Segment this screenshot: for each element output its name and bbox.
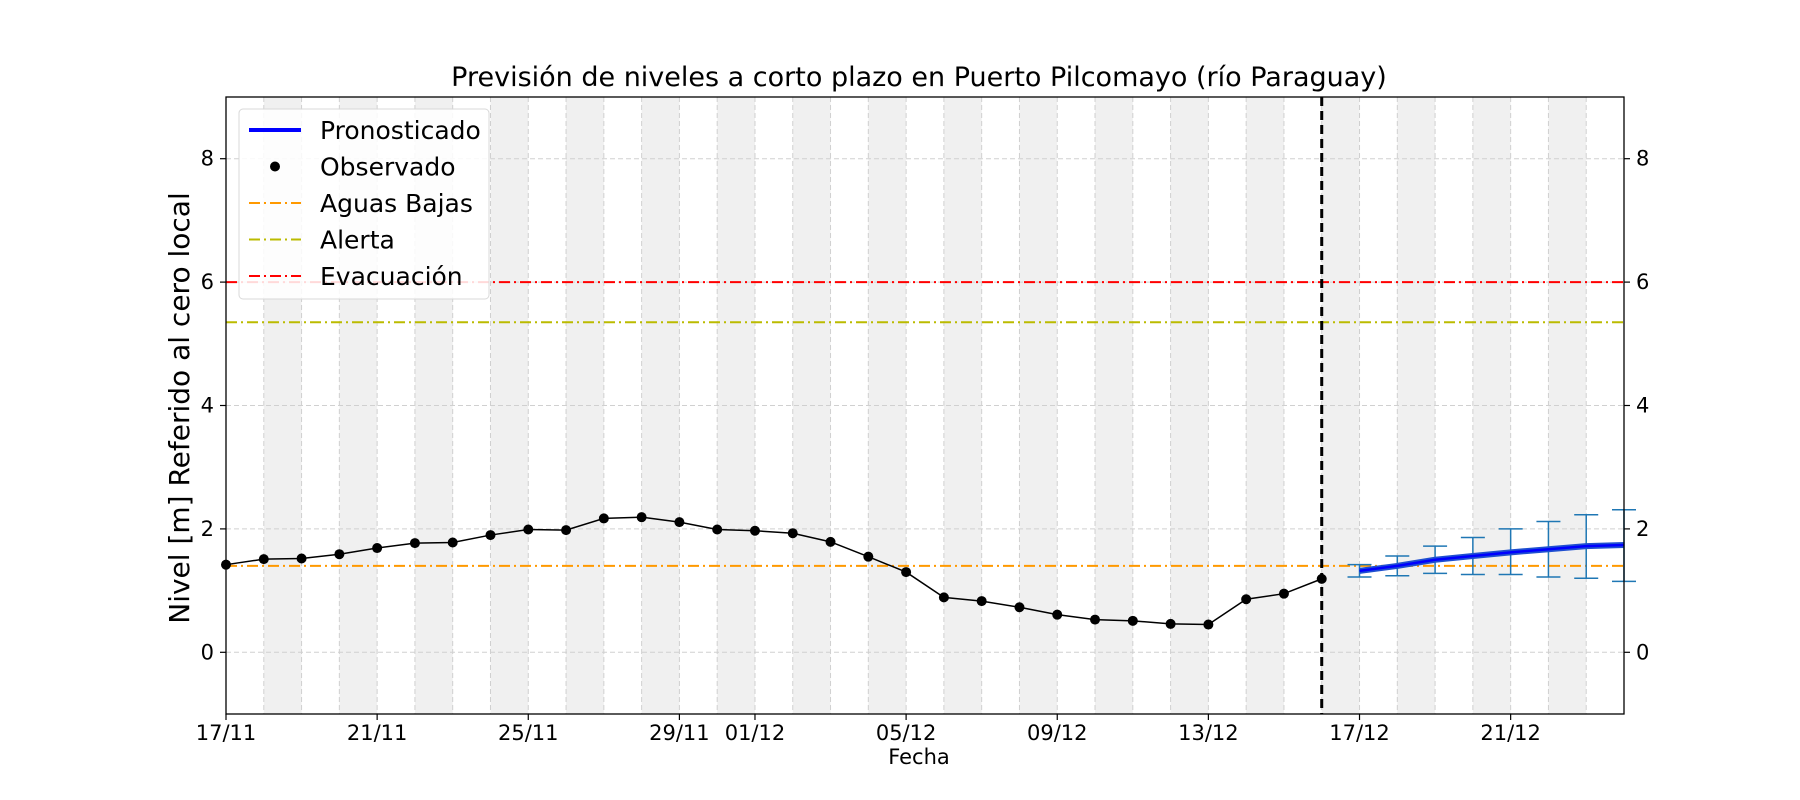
x-tick-label: 13/12: [1178, 721, 1239, 745]
observed-point: [372, 543, 383, 554]
y-tick-label-right: 0: [1636, 640, 1649, 664]
observed-point: [1241, 594, 1252, 605]
forecast-line: [1359, 543, 1625, 573]
observed-point: [825, 536, 836, 547]
x-tick-label: 25/11: [498, 721, 559, 745]
legend-item: Aguas Bajas: [249, 189, 473, 218]
y-tick-label-right: 6: [1636, 270, 1649, 294]
observed-point: [258, 554, 269, 565]
x-tick-label: 01/12: [725, 721, 786, 745]
observed-point: [787, 528, 798, 539]
legend-item: Evacuación: [249, 262, 463, 291]
observed-point: [598, 513, 609, 524]
x-tick-label: 09/12: [1027, 721, 1088, 745]
y-axis-label: Nivel [m] Referido al cero local: [163, 192, 196, 623]
x-tick-label: 21/12: [1480, 721, 1541, 745]
observed-point: [523, 524, 534, 535]
x-tick-label: 05/12: [876, 721, 937, 745]
legend-label: Observado: [320, 153, 456, 182]
observed-point: [938, 592, 949, 603]
observed-point: [1203, 619, 1214, 630]
y-tick-label-right: 4: [1636, 394, 1649, 418]
observed-point: [1052, 609, 1063, 620]
x-axis-label: Fecha: [888, 745, 950, 769]
observed-series: [221, 512, 1327, 630]
legend-item: Observado: [270, 153, 456, 182]
observed-point: [485, 530, 496, 541]
y-tick-label-right: 8: [1636, 147, 1649, 171]
x-tick-label: 17/12: [1329, 721, 1390, 745]
observed-point: [409, 538, 420, 549]
observed-point: [863, 551, 874, 562]
observed-point: [1014, 602, 1025, 613]
observed-point: [976, 596, 987, 607]
x-tick-label: 29/11: [649, 721, 710, 745]
legend-item: Alerta: [249, 226, 395, 255]
y-tick-label-left: 8: [201, 147, 214, 171]
observed-point: [561, 525, 572, 536]
grid-lines: [226, 97, 1624, 714]
observed-point: [447, 537, 458, 548]
legend-label: Pronosticado: [320, 116, 481, 145]
ticks: 0 0 2 2 4 4 6 6 8 8 17/11 21/11 25/11 29/11 01/12 05/12…: [196, 147, 1650, 745]
observed-point: [1165, 618, 1176, 629]
observed-point: [712, 524, 723, 535]
x-tick-label: 17/11: [196, 721, 257, 745]
observed-point: [901, 567, 912, 578]
legend-label: Alerta: [320, 226, 395, 255]
y-tick-label-left: 2: [201, 517, 214, 541]
observed-point: [1278, 588, 1289, 599]
observed-point: [674, 517, 685, 528]
legend-label: Evacuación: [320, 262, 463, 291]
observed-point: [334, 549, 345, 560]
legend-box: [238, 108, 490, 300]
observed-point: [1090, 614, 1101, 625]
observed-point: [1127, 615, 1138, 626]
observed-line: [225, 516, 1323, 626]
chart-title: Previsión de niveles a corto plazo en Pu…: [451, 62, 1387, 93]
legend-item: Pronosticado: [249, 116, 481, 145]
observed-point: [749, 525, 760, 536]
observed-point: [296, 553, 307, 564]
observed-point: [636, 512, 647, 523]
y-tick-label-left: 4: [201, 394, 214, 418]
legend-swatch: [270, 161, 280, 172]
y-tick-label-left: 6: [201, 270, 214, 294]
y-tick-label-left: 0: [201, 640, 214, 664]
legend-label: Aguas Bajas: [320, 189, 473, 218]
y-tick-label-right: 2: [1636, 517, 1649, 541]
legend: Pronosticado Observado Aguas Bajas Alerta Ev…: [238, 108, 490, 300]
observed-point: [1316, 573, 1327, 584]
x-tick-label: 21/11: [347, 721, 408, 745]
